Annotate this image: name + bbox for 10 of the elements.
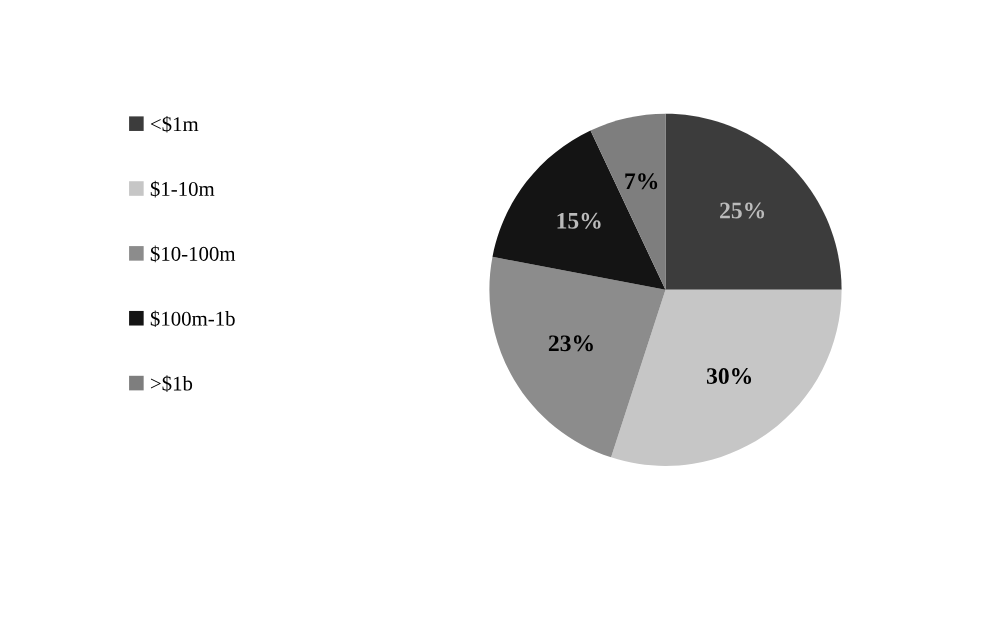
data-label: 23%	[548, 335, 593, 352]
legend-label: <$1m	[150, 115, 199, 133]
legend-label: $1-10m	[150, 180, 215, 198]
data-label: 30%	[706, 368, 752, 385]
data-label: 15%	[557, 212, 601, 229]
legend-label: $100m-1b	[150, 310, 235, 328]
legend-label: >$1b	[150, 375, 193, 392]
data-label: 25%	[720, 202, 765, 219]
data-label: 7%	[625, 173, 658, 190]
legend-label: $10-100m	[150, 245, 236, 263]
